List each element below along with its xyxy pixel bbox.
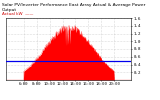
Text: Solar PV/Inverter Performance East Array Actual & Average Power Output: Solar PV/Inverter Performance East Array… bbox=[2, 3, 145, 12]
Text: Actual kW  ——: Actual kW —— bbox=[2, 12, 33, 16]
